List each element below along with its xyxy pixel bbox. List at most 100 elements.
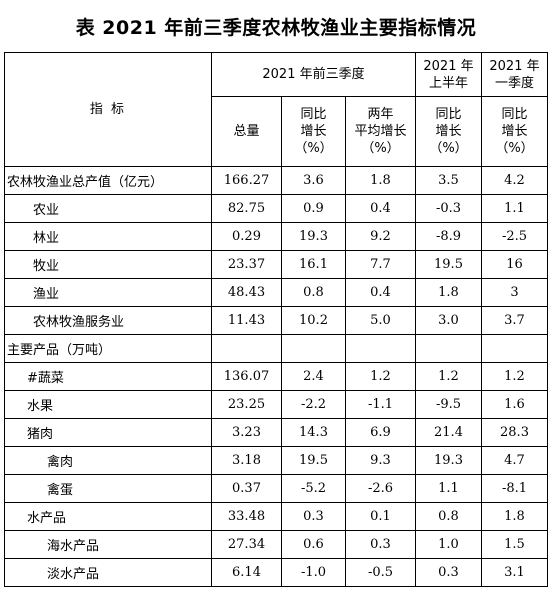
cell-yoy: 19.5 [281, 446, 346, 475]
cell-total: 23.37 [211, 250, 282, 279]
row-name: 海水产品 [4, 530, 212, 559]
h1-yoy-header-line2: 增长 [435, 124, 462, 139]
table-row: 猪肉 3.23 14.3 6.9 21.4 28.3 [4, 418, 548, 447]
cell-total: 0.29 [211, 222, 282, 251]
table-row: 农业 82.75 0.9 0.4 -0.3 1.1 [4, 194, 548, 223]
q1-header: 2021 年 一季度 [481, 52, 548, 97]
cell-yoy: 10.2 [281, 306, 346, 335]
table-row: 农林牧渔业总产值（亿元） 166.27 3.6 1.8 3.5 4.2 [4, 166, 548, 195]
cell-total: 3.23 [211, 418, 282, 447]
row-name: 水果 [4, 390, 212, 419]
cell-h1: -9.5 [415, 390, 482, 419]
cell-total [211, 334, 282, 363]
q1-header-line2: 一季度 [494, 75, 534, 91]
row-name: 农林牧渔服务业 [4, 306, 212, 335]
cell-q1 [481, 334, 548, 363]
cell-h1: 19.3 [415, 446, 482, 475]
yoy-header: 同比 增长 （%） [281, 96, 346, 167]
cell-yoy: 3.6 [281, 166, 346, 195]
cell-yoy: 0.9 [281, 194, 346, 223]
table-row: 海水产品 27.34 0.6 0.3 1.0 1.5 [4, 530, 548, 559]
yoy-header-line3: （%） [294, 141, 333, 156]
table-row: 主要产品（万吨） [4, 334, 548, 363]
q1-yoy-header-line3: （%） [495, 141, 534, 156]
row-name: 淡水产品 [4, 558, 212, 587]
row-name: 农业 [4, 194, 212, 223]
row-name: 猪肉 [4, 418, 212, 447]
q1-header-line1: 2021 年 [489, 58, 540, 74]
cell-two-year: 5.0 [345, 306, 416, 335]
cell-h1: -8.9 [415, 222, 482, 251]
row-name: 水产品 [4, 502, 212, 531]
two-year-header: 两年 平均增长 （%） [345, 96, 416, 167]
table-row: 林业 0.29 19.3 9.2 -8.9 -2.5 [4, 222, 548, 251]
cell-yoy: -1.0 [281, 558, 346, 587]
cell-q1: -8.1 [481, 474, 548, 503]
cell-two-year: -0.5 [345, 558, 416, 587]
cell-total: 166.27 [211, 166, 282, 195]
cell-two-year: 0.1 [345, 502, 416, 531]
yoy-header-line2: 增长 [300, 124, 327, 139]
h1-yoy-header-line1: 同比 [435, 107, 462, 122]
cell-total: 3.18 [211, 446, 282, 475]
h1-header: 2021 年 上半年 [415, 52, 482, 97]
cell-q1: 1.5 [481, 530, 548, 559]
cell-total: 82.75 [211, 194, 282, 223]
row-name: 禽蛋 [4, 474, 212, 503]
cell-q1: 16 [481, 250, 548, 279]
row-name: 主要产品（万吨） [4, 334, 212, 363]
cell-h1: 1.2 [415, 362, 482, 391]
cell-h1: -0.3 [415, 194, 482, 223]
cell-yoy: 0.6 [281, 530, 346, 559]
two-year-header-line3: （%） [361, 141, 400, 156]
table-row: 渔业 48.43 0.8 0.4 1.8 3 [4, 278, 548, 307]
cell-h1 [415, 334, 482, 363]
table-row: 水果 23.25 -2.2 -1.1 -9.5 1.6 [4, 390, 548, 419]
two-year-header-line2: 平均增长 [354, 124, 407, 139]
cell-total: 27.34 [211, 530, 282, 559]
h1-header-line1: 2021 年 [423, 58, 474, 74]
h1-yoy-header: 同比 增长 （%） [415, 96, 482, 167]
cell-yoy: -5.2 [281, 474, 346, 503]
cell-yoy: 2.4 [281, 362, 346, 391]
cell-q1: 3.7 [481, 306, 548, 335]
h1-header-line2: 上半年 [428, 75, 468, 91]
cell-yoy [281, 334, 346, 363]
cell-two-year: 1.8 [345, 166, 416, 195]
cell-two-year: 0.3 [345, 530, 416, 559]
cell-two-year: 7.7 [345, 250, 416, 279]
cell-yoy: 0.8 [281, 278, 346, 307]
row-name: 牧业 [4, 250, 212, 279]
cell-h1: 3.5 [415, 166, 482, 195]
cell-yoy: 0.3 [281, 502, 346, 531]
q1-yoy-header-line1: 同比 [501, 107, 528, 122]
cell-q1: 1.6 [481, 390, 548, 419]
q1-3-header: 2021 年前三季度 [211, 52, 416, 97]
cell-q1: 3.1 [481, 558, 548, 587]
cell-q1: 1.1 [481, 194, 548, 223]
cell-two-year: 1.2 [345, 362, 416, 391]
total-header: 总量 [211, 96, 282, 167]
cell-two-year: 0.4 [345, 194, 416, 223]
cell-h1: 19.5 [415, 250, 482, 279]
cell-q1: 28.3 [481, 418, 548, 447]
cell-q1: 1.8 [481, 502, 548, 531]
cell-two-year: 9.2 [345, 222, 416, 251]
cell-q1: 1.2 [481, 362, 548, 391]
cell-q1: -2.5 [481, 222, 548, 251]
cell-total: 6.14 [211, 558, 282, 587]
cell-yoy: 14.3 [281, 418, 346, 447]
row-name: 林业 [4, 222, 212, 251]
cell-h1: 0.3 [415, 558, 482, 587]
cell-q1: 4.2 [481, 166, 548, 195]
row-name: 农林牧渔业总产值（亿元） [4, 166, 212, 195]
cell-yoy: 16.1 [281, 250, 346, 279]
table-row: 农林牧渔服务业 11.43 10.2 5.0 3.0 3.7 [4, 306, 548, 335]
cell-h1: 21.4 [415, 418, 482, 447]
agriculture-indicators-table: 指 标 2021 年前三季度 2021 年 上半年 2021 年 一季度 总量 … [4, 52, 548, 587]
table-row: 水产品 33.48 0.3 0.1 0.8 1.8 [4, 502, 548, 531]
cell-total: 33.48 [211, 502, 282, 531]
q1-yoy-header: 同比 增长 （%） [481, 96, 548, 167]
table-row: 牧业 23.37 16.1 7.7 19.5 16 [4, 250, 548, 279]
cell-total: 11.43 [211, 306, 282, 335]
